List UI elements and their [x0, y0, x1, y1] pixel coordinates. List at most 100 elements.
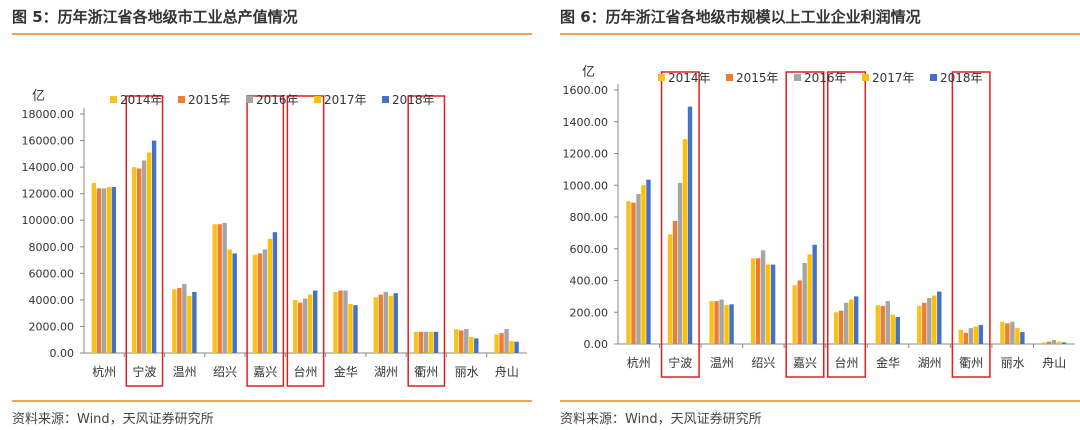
bar	[333, 291, 338, 353]
y-tick-label: 800.00	[570, 211, 609, 224]
y-tick-label: 1200.00	[563, 148, 609, 161]
bar	[854, 296, 859, 344]
bar	[667, 234, 673, 344]
category-label: 湖州	[374, 364, 398, 379]
bar	[101, 188, 107, 353]
bar	[1056, 341, 1062, 344]
bar	[504, 329, 509, 353]
bar	[807, 254, 812, 344]
legend-label: 2014年	[668, 71, 711, 85]
bar	[1041, 342, 1047, 344]
y-tick-label: 400.00	[570, 275, 609, 288]
bar	[687, 106, 693, 344]
legend-swatch	[382, 96, 389, 103]
bar	[343, 290, 348, 353]
bar	[636, 193, 641, 344]
category-label: 金华	[876, 355, 900, 370]
legend-swatch	[314, 96, 321, 103]
legend-label: 2017年	[324, 93, 367, 107]
bar	[968, 328, 974, 344]
chart-panel-industrial-profit: 图 6：历年浙江省各地级市规模以上工业企业利润情况 亿 0.00 200.00 400…	[560, 0, 1080, 430]
bar	[917, 305, 922, 344]
bar	[714, 301, 719, 344]
bar	[812, 244, 817, 344]
bar	[499, 333, 504, 353]
bar	[682, 139, 688, 344]
category-label: 嘉兴	[793, 356, 817, 370]
bar	[937, 291, 942, 344]
category-label: 金华	[334, 364, 358, 379]
bar	[262, 249, 268, 353]
y-tick-label: 4000.00	[29, 294, 75, 307]
title-divider	[12, 33, 532, 35]
bar	[227, 249, 232, 353]
bar	[724, 305, 729, 344]
category-label: 丽水	[455, 365, 479, 379]
bar	[672, 220, 678, 344]
bar	[187, 295, 192, 353]
bar	[257, 253, 263, 353]
category-label: 丽水	[1001, 356, 1025, 370]
category-label: 舟山	[1042, 356, 1066, 370]
bar	[96, 188, 102, 353]
bar	[272, 232, 278, 353]
bar	[141, 160, 147, 353]
title-divider	[560, 33, 1080, 35]
category-label: 衢州	[414, 365, 438, 379]
category-label: 台州	[293, 364, 317, 379]
bar	[770, 264, 776, 344]
highlight-box	[785, 71, 825, 378]
legend-label: 2016年	[256, 93, 299, 107]
bar	[303, 298, 308, 353]
bar	[177, 287, 182, 353]
bar	[839, 310, 844, 344]
bar	[413, 331, 419, 353]
bar	[875, 305, 880, 344]
y-tick-label: 2000.00	[29, 320, 75, 333]
category-label: 台州	[834, 355, 858, 370]
bar	[267, 238, 273, 353]
bar	[298, 302, 303, 353]
bar	[755, 258, 761, 344]
chart-title: 图 5：历年浙江省各地级市工业总产值情况	[12, 8, 298, 26]
bar	[709, 301, 714, 344]
bar	[494, 334, 499, 353]
industrial-profit-bar-chart: 亿 0.00 200.00 400.00 600.00 800.00 1000.00 1200…	[563, 65, 1075, 378]
highlight-box	[286, 95, 325, 387]
bar	[131, 167, 137, 353]
bar	[927, 297, 932, 344]
y-tick-label: 12000.00	[22, 188, 75, 201]
legend-swatch	[110, 96, 117, 103]
bar	[136, 168, 142, 353]
bar	[222, 222, 227, 353]
category-label: 衢州	[959, 356, 983, 370]
bar	[844, 302, 849, 344]
highlight-box	[125, 95, 164, 387]
bar	[418, 331, 424, 353]
source-note: 资料来源：Wind，天风证券研究所	[12, 412, 214, 427]
category-label: 宁波	[132, 364, 156, 379]
bar	[880, 305, 885, 344]
y-tick-label: 1400.00	[563, 116, 609, 129]
bar	[383, 291, 388, 353]
legend-label: 2015年	[736, 71, 779, 85]
bar	[849, 299, 854, 344]
bar	[459, 330, 464, 353]
bar	[641, 185, 646, 344]
category-label: 温州	[173, 365, 197, 379]
bar	[172, 289, 177, 353]
bar	[792, 285, 797, 344]
bar	[378, 294, 383, 353]
bar	[1020, 332, 1025, 344]
bar	[1046, 341, 1052, 344]
bar	[91, 183, 97, 353]
y-tick-label: 8000.00	[29, 241, 75, 254]
bar	[373, 297, 378, 353]
bar	[1010, 321, 1015, 344]
category-label: 湖州	[918, 355, 942, 370]
bar	[797, 280, 802, 344]
bar	[922, 302, 927, 344]
bar	[146, 152, 152, 353]
bar	[348, 303, 353, 353]
legend-swatch	[178, 96, 185, 103]
